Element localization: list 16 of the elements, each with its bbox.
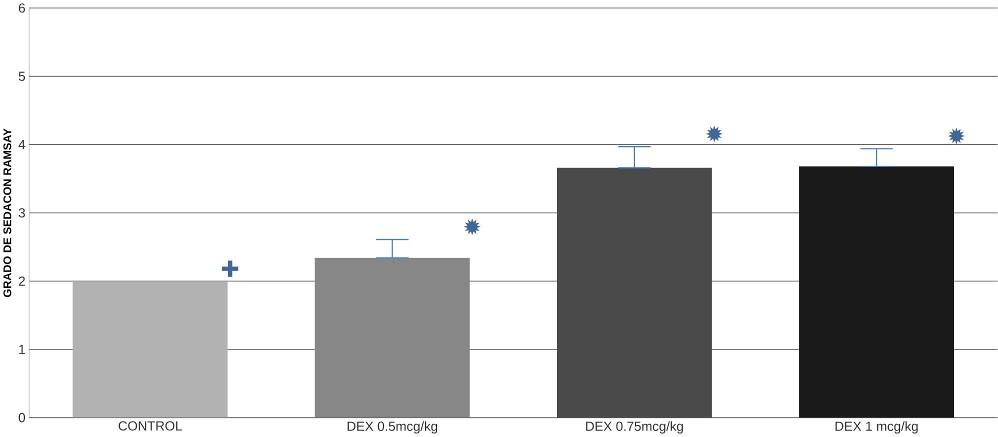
annotation: ✹ [948,128,965,144]
y-tick-label: 5 [18,72,25,81]
y-tick-label: 0 [18,413,26,422]
y-tick-label: 1 [19,344,25,354]
y-tick-label: 4 [18,140,26,150]
annotation: ✹ [464,218,481,236]
annotation: ✹ [706,126,723,142]
x-tick-label: DEX 1 mcg/kg [836,421,918,434]
x-tick-label: DEX 0.5mcg/kg [348,421,438,434]
x-tick-label: DEX 0.75mcg/kg [586,421,683,434]
annotation: ✚ [222,260,238,277]
y-tick-label: 2 [18,276,25,286]
y-axis-title: GRADO DE SEDACON RAMSAY [3,128,12,297]
y-tick-label: 3 [18,208,25,218]
y-tick-label: 6 [18,3,25,13]
x-tick-label: CONTROL [118,421,182,431]
